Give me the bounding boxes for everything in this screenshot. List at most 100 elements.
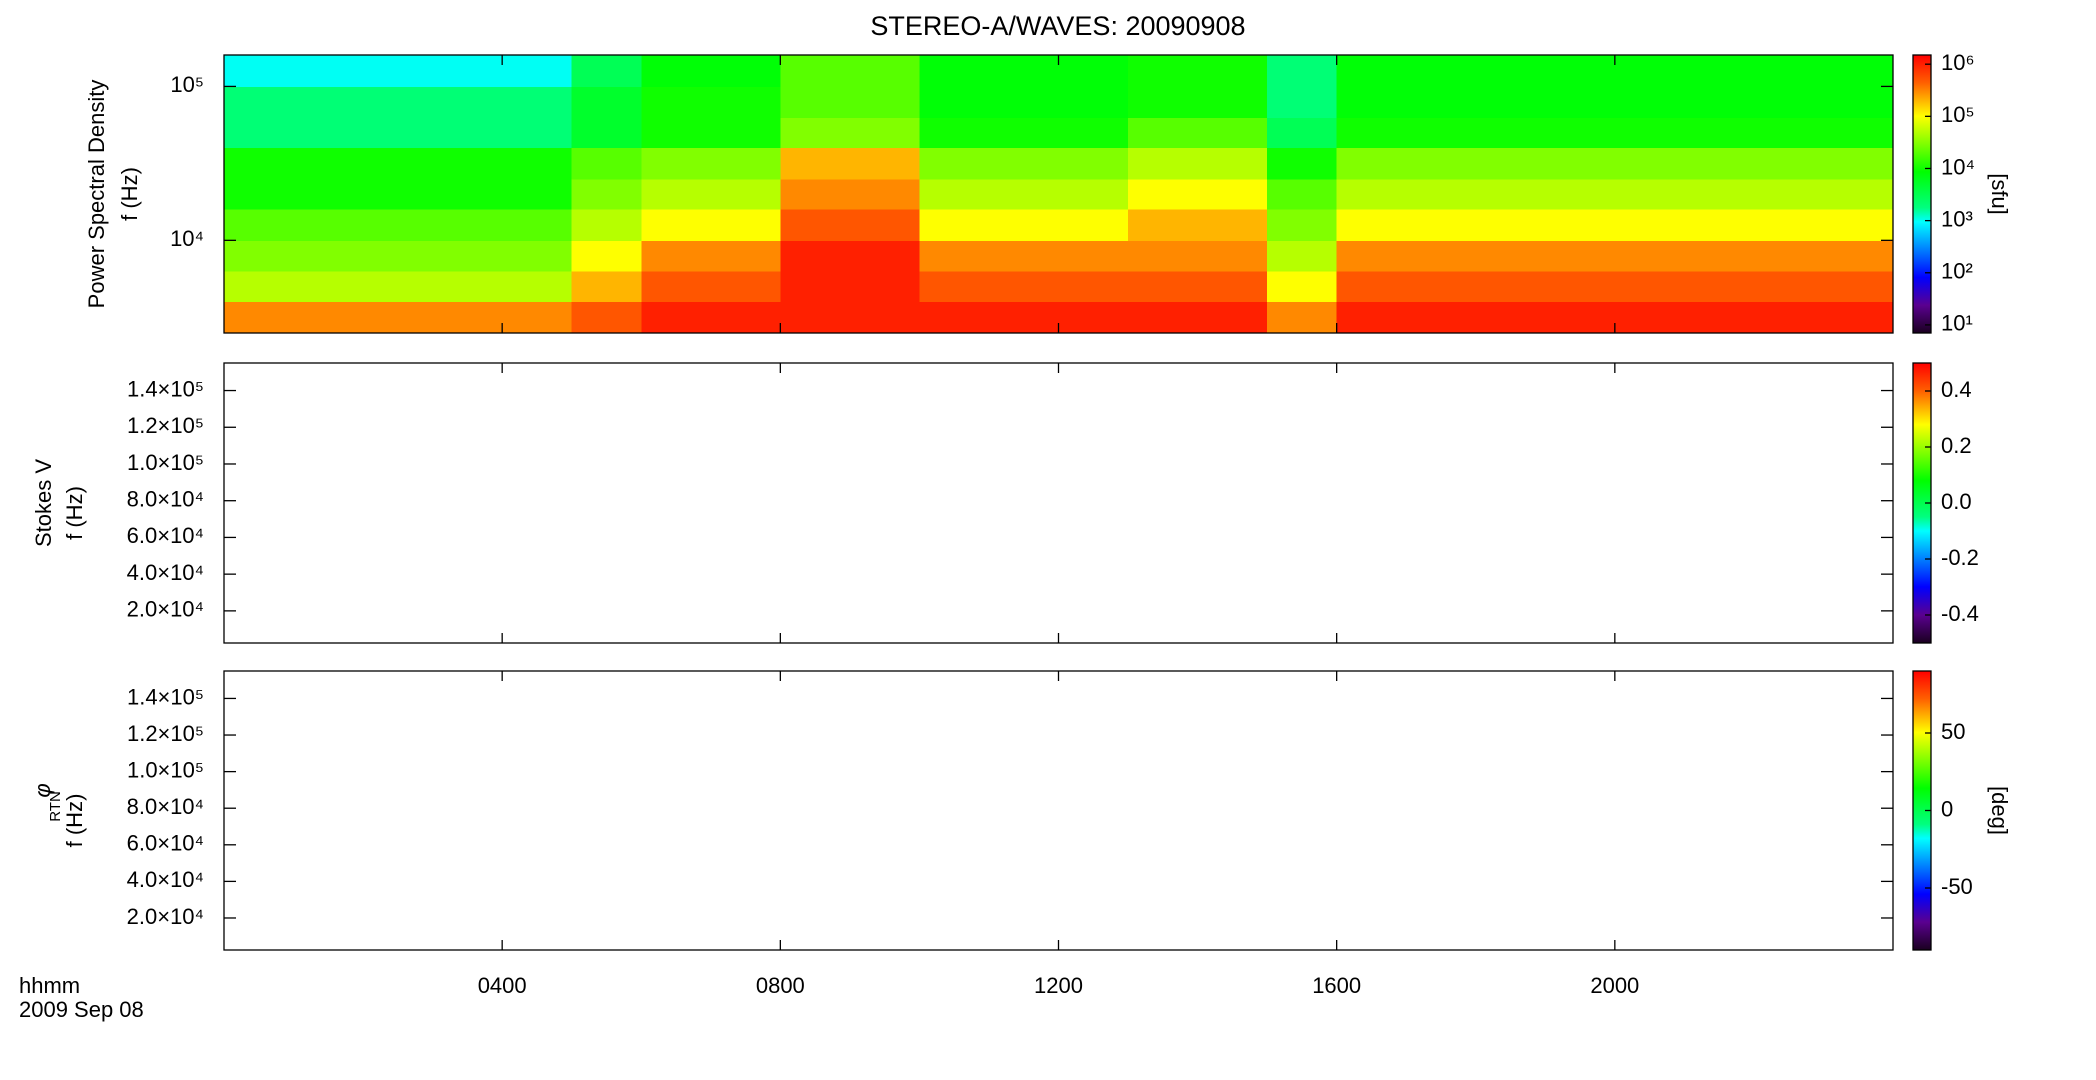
heatmap-cell — [363, 208, 434, 241]
heatmap-cell — [293, 55, 364, 87]
y-tick-label: 8.0×10⁴ — [127, 794, 204, 819]
heatmap-cell — [571, 117, 642, 149]
heatmap-cell — [1058, 208, 1129, 241]
heatmap-cell — [571, 55, 642, 87]
heatmap-cell — [293, 117, 364, 149]
heatmap-cell — [1753, 271, 1824, 303]
heatmap-cell — [1475, 86, 1546, 118]
heatmap-cell — [780, 179, 851, 210]
heatmap-cell — [780, 117, 851, 149]
y-axis-label: Power Spectral Density — [84, 80, 109, 309]
heatmap-cell — [710, 179, 781, 210]
heatmap-cell — [1406, 301, 1477, 334]
heatmap-cell — [1336, 301, 1407, 334]
heatmap-cell — [1614, 240, 1685, 272]
heatmap-cell — [641, 55, 712, 87]
heatmap-cell — [1475, 240, 1546, 272]
heatmap-cell — [1545, 179, 1616, 210]
heatmap-cell — [571, 86, 642, 118]
heatmap-cell — [224, 301, 295, 334]
heatmap-cell — [641, 117, 712, 149]
heatmap-cell — [710, 117, 781, 149]
y-tick-label: 2.0×10⁴ — [127, 904, 204, 929]
heatmap-cell — [849, 55, 920, 87]
heatmap-cell — [1058, 117, 1129, 149]
heatmap-cell — [849, 208, 920, 241]
date-label: 2009 Sep 08 — [19, 997, 144, 1022]
heatmap-cell — [224, 55, 295, 87]
heatmap-cell — [1823, 179, 1894, 210]
colorbar-tick-label: 50 — [1941, 719, 1965, 744]
heatmap-cell — [293, 147, 364, 180]
heatmap-cell — [849, 301, 920, 334]
heatmap-cell — [1614, 179, 1685, 210]
colorbar-tick-label: 10¹ — [1941, 311, 1973, 336]
heatmap-cell — [780, 147, 851, 180]
colorbar-tick-label: 10³ — [1941, 206, 1973, 231]
y-axis-label: φ — [30, 783, 55, 797]
heatmap-cell — [1267, 86, 1338, 118]
heatmap-cell — [1545, 117, 1616, 149]
heatmap-cell — [641, 271, 712, 303]
heatmap-cell — [1058, 271, 1129, 303]
heatmap-cell — [1753, 86, 1824, 118]
heatmap-cell — [780, 208, 851, 241]
heatmap-cell — [1197, 179, 1268, 210]
heatmap-cell — [1684, 147, 1755, 180]
heatmap-cell — [1267, 271, 1338, 303]
x-axis-label: hhmm — [19, 973, 80, 998]
heatmap-cell — [710, 240, 781, 272]
heatmap-cell — [571, 271, 642, 303]
heatmap-cell — [849, 240, 920, 272]
heatmap-cell — [710, 86, 781, 118]
heatmap-cell — [1336, 179, 1407, 210]
colorbar-tick-label: 0 — [1941, 796, 1953, 821]
heatmap-cell — [1336, 240, 1407, 272]
heatmap-cell — [1128, 117, 1199, 149]
heatmap-cell — [1128, 55, 1199, 87]
heatmap-cell — [502, 117, 573, 149]
heatmap-cell — [919, 86, 990, 118]
heatmap-cell — [780, 240, 851, 272]
heatmap-cell — [1753, 179, 1824, 210]
heatmap-cell — [1475, 117, 1546, 149]
heatmap-cell — [1406, 117, 1477, 149]
heatmap-cell — [1823, 55, 1894, 87]
heatmap-cell — [432, 208, 503, 241]
heatmap-cell — [1475, 179, 1546, 210]
heatmap-cell — [1684, 86, 1755, 118]
heatmap-cell — [1684, 208, 1755, 241]
heatmap-cell — [988, 117, 1059, 149]
y-tick-label: 1.0×10⁵ — [127, 450, 204, 475]
heatmap-cell — [1545, 86, 1616, 118]
heatmap-cell — [1614, 55, 1685, 87]
heatmap-cell — [1823, 147, 1894, 180]
x-tick-label: 0800 — [756, 973, 805, 998]
heatmap-cell — [1753, 117, 1824, 149]
heatmap-cell — [293, 179, 364, 210]
heatmap-cell — [710, 147, 781, 180]
heatmap-cell — [1406, 208, 1477, 241]
heatmap-cell — [571, 240, 642, 272]
heatmap-cell — [780, 86, 851, 118]
heatmap-cell — [224, 208, 295, 241]
heatmap-cell — [1267, 301, 1338, 334]
heatmap-cell — [988, 179, 1059, 210]
heatmap-cell — [1197, 240, 1268, 272]
heatmap-cell — [919, 147, 990, 180]
colorbar-tick-label: 10² — [1941, 259, 1973, 284]
heatmap-cell — [363, 86, 434, 118]
heatmap-cell — [1823, 208, 1894, 241]
heatmap-cell — [224, 271, 295, 303]
heatmap-cell — [432, 147, 503, 180]
heatmap-cell — [1684, 271, 1755, 303]
y-tick-label: 1.2×10⁵ — [127, 721, 204, 746]
colorbar-label: [sfu] — [1987, 173, 2012, 215]
y-tick-label: 8.0×10⁴ — [127, 487, 204, 512]
heatmap-cell — [1058, 240, 1129, 272]
heatmap-cell — [1267, 240, 1338, 272]
heatmap-cell — [1684, 301, 1755, 334]
heatmap-cell — [293, 271, 364, 303]
heatmap-cell — [1753, 208, 1824, 241]
